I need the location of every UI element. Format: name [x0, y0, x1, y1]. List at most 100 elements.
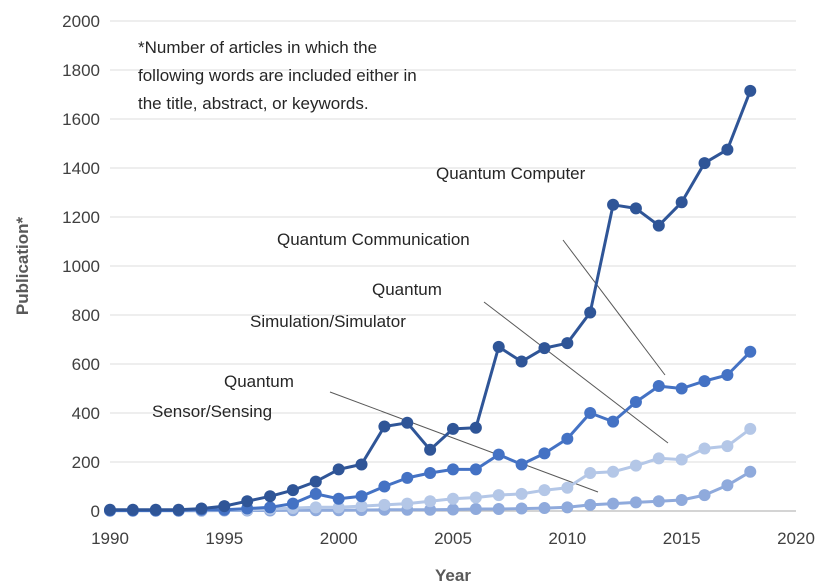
data-point [561, 337, 574, 350]
data-point [607, 415, 620, 428]
data-point [652, 452, 665, 465]
data-point [309, 501, 322, 514]
footnote-line: the title, abstract, or keywords. [138, 94, 369, 113]
data-point [401, 471, 414, 484]
data-point [286, 484, 299, 497]
data-point [492, 448, 505, 461]
series-label: Quantum Communication [277, 230, 470, 249]
data-point [675, 493, 688, 506]
data-point [744, 84, 757, 97]
gridlines [110, 20, 796, 512]
data-point [561, 432, 574, 445]
y-tick-label: 2000 [62, 12, 100, 31]
data-point [675, 382, 688, 395]
y-axis-title: Publication* [13, 217, 32, 316]
data-point [744, 465, 757, 478]
data-point [332, 501, 345, 514]
data-point [652, 380, 665, 393]
data-point [698, 157, 711, 170]
data-point [241, 495, 254, 508]
data-point [744, 345, 757, 358]
data-point [607, 497, 620, 510]
data-point [629, 459, 642, 472]
y-tick-label: 200 [72, 453, 100, 472]
data-point [447, 492, 459, 505]
data-point [584, 306, 597, 319]
series-label: Simulation/Simulator [250, 312, 406, 331]
data-point [469, 463, 482, 476]
data-point [492, 503, 505, 516]
data-point [286, 497, 299, 510]
data-point [515, 502, 528, 515]
data-point [698, 489, 711, 502]
data-point [401, 497, 414, 510]
data-point [264, 501, 277, 514]
leader-line [483, 301, 669, 444]
data-point [538, 484, 551, 497]
x-axis-title: Year [435, 566, 471, 585]
x-tick-label: 2020 [777, 529, 815, 548]
data-point [698, 442, 711, 455]
data-point [515, 487, 528, 500]
data-point [195, 502, 208, 515]
data-point [424, 503, 437, 516]
data-point [172, 503, 185, 516]
label-leader-lines [329, 239, 669, 493]
data-point [309, 475, 322, 488]
data-point [492, 489, 505, 502]
series-quantum-communication [104, 345, 757, 517]
data-point [126, 503, 139, 516]
footnote-line: *Number of articles in which the [138, 38, 377, 57]
data-point [652, 495, 665, 508]
data-point [721, 369, 734, 382]
axes: 0 200 400 600 800 1000 1200 1400 1600 1800 2000 199… [13, 12, 815, 585]
data-point [218, 500, 231, 513]
data-point [469, 421, 482, 434]
data-point [629, 496, 642, 509]
y-tick-label: 1400 [62, 159, 100, 178]
data-point [424, 467, 437, 480]
x-tick-label: 2010 [548, 529, 586, 548]
y-tick-label: 0 [91, 502, 100, 521]
y-tick-label: 600 [72, 355, 100, 374]
data-point [515, 458, 528, 471]
data-point [721, 479, 734, 492]
data-point [515, 355, 528, 368]
data-point [492, 340, 505, 353]
data-point [355, 458, 368, 471]
data-point [675, 453, 688, 466]
data-point [355, 500, 368, 513]
y-tick-label: 1600 [62, 110, 100, 129]
y-tick-label: 1800 [62, 61, 100, 80]
series-group [104, 84, 757, 517]
data-point [629, 202, 642, 215]
data-point [607, 465, 620, 478]
data-point [264, 490, 277, 503]
series-label: Quantum Computer [436, 164, 586, 183]
data-point [607, 198, 620, 211]
data-point [332, 463, 345, 476]
y-tick-label: 800 [72, 306, 100, 325]
data-point [309, 487, 322, 500]
data-point [584, 498, 597, 511]
data-point [378, 480, 391, 493]
data-point [652, 219, 665, 232]
series-label: Quantum [372, 280, 442, 299]
data-point [332, 492, 345, 505]
data-point [424, 443, 437, 456]
data-point [149, 503, 162, 516]
leader-line [329, 391, 599, 493]
footnote-line: following words are included either in [138, 66, 417, 85]
data-point [469, 503, 482, 516]
data-point [538, 447, 551, 460]
data-point [355, 490, 368, 503]
x-tick-label: 2000 [320, 529, 358, 548]
x-tick-label: 1995 [205, 529, 243, 548]
series-line [110, 350, 752, 512]
leader-line [562, 239, 666, 376]
data-point [447, 422, 459, 435]
data-point [378, 498, 391, 511]
data-point [675, 196, 688, 209]
data-point [378, 420, 391, 433]
